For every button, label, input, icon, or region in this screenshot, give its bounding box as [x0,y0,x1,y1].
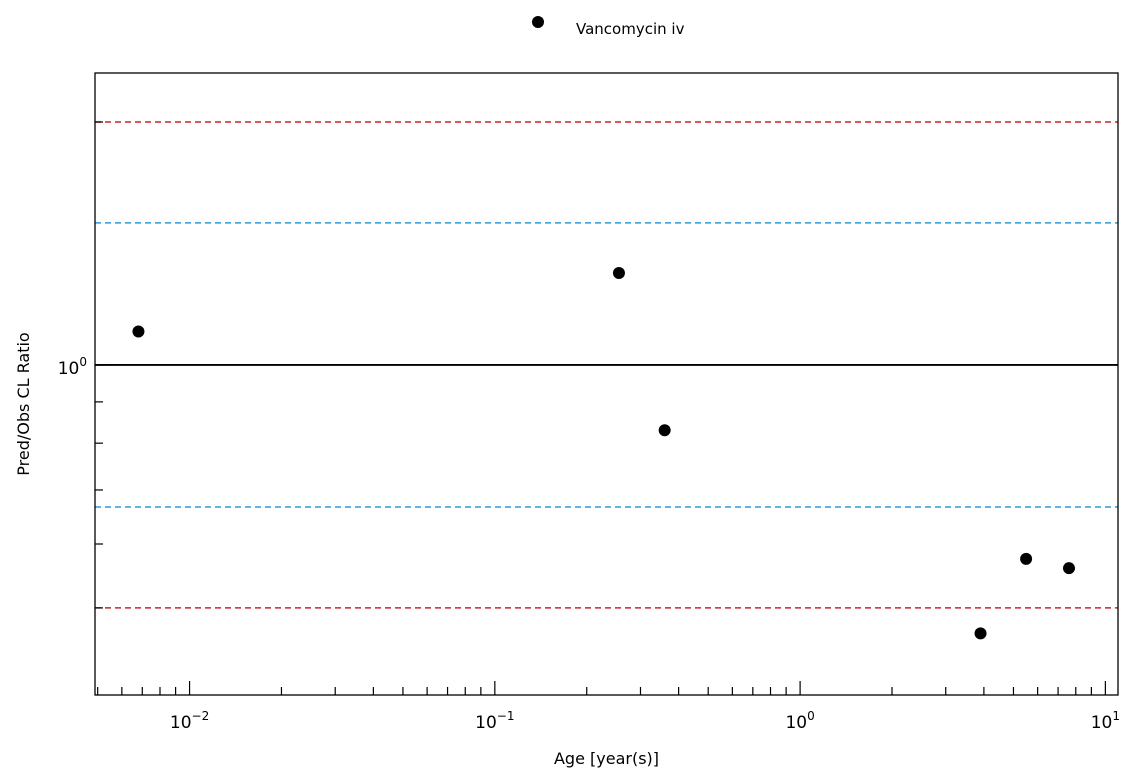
data-point [612,266,625,279]
y-axis-title: Pred/Obs CL Ratio [14,332,33,475]
x-tick-label: 101 [1091,709,1120,733]
y-axis: 100 [58,121,109,609]
data-point [658,424,671,437]
y-tick-label: 100 [58,355,87,379]
x-tick-label: 10−1 [475,709,514,733]
data-points [132,266,1075,640]
reference-lines [95,121,1118,609]
x-tick-label: 100 [785,709,814,733]
legend-label: Vancomycin iv [576,20,685,38]
legend: Vancomycin iv [532,16,685,38]
x-tick-label: 10−2 [170,709,209,733]
data-point [1020,552,1033,565]
data-point [132,325,145,338]
legend-marker [532,16,544,28]
data-point [974,627,987,640]
plot-frame [94,72,1119,696]
data-point [1062,562,1075,575]
x-axis-title: Age [year(s)] [554,749,659,768]
x-axis: 10−2 10−1 100 101 [97,681,1120,733]
